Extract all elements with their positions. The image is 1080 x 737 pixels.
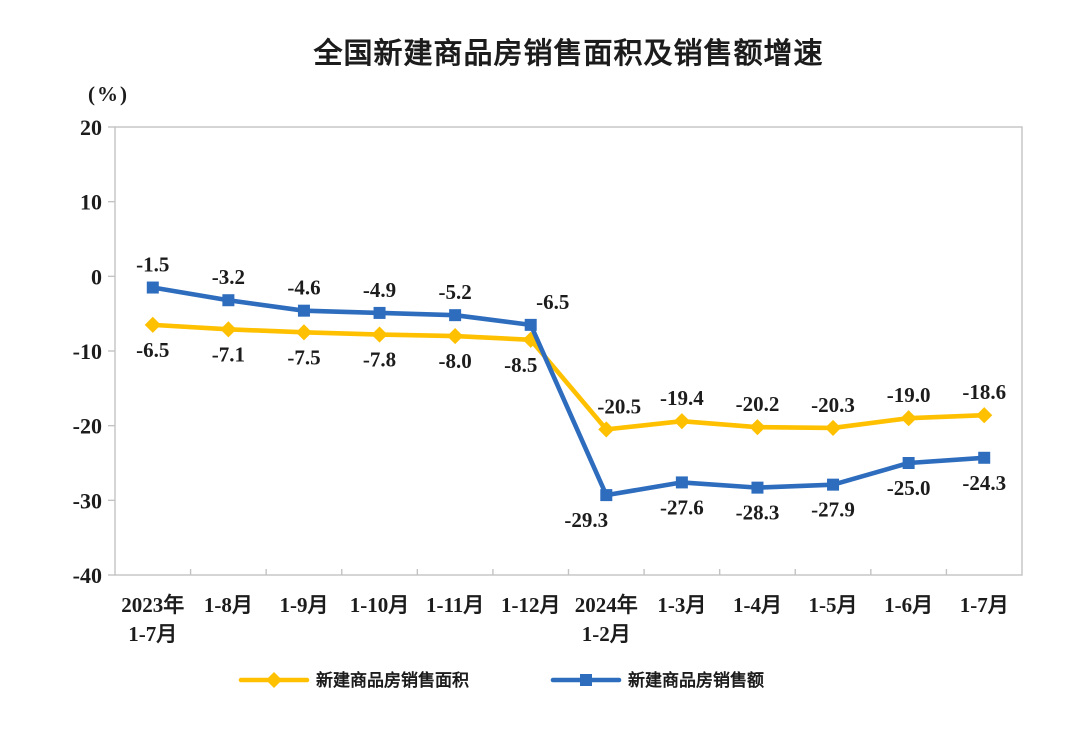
x-category-label: 2023年 1-7月 <box>121 593 184 646</box>
series-line-sales-area <box>150 322 987 432</box>
data-label-sales-area: -19.4 <box>660 386 704 410</box>
x-category-label: 2024年 1-2月 <box>575 593 638 646</box>
marker-square-sales-amount <box>373 306 386 319</box>
marker-square-legend-sales-amount <box>580 674 592 686</box>
marker-diamond-sales-area <box>900 410 917 427</box>
marker-diamond-sales-area <box>749 419 766 436</box>
data-label-sales-amount: -29.3 <box>564 508 608 532</box>
data-label-sales-area: -8.0 <box>439 349 472 373</box>
x-category-label: 1-8月 <box>204 593 253 617</box>
data-label-sales-amount: -6.5 <box>536 290 569 314</box>
y-tick-label: -40 <box>73 563 102 588</box>
marker-diamond-sales-area <box>144 316 161 333</box>
marker-diamond-sales-area <box>371 326 388 343</box>
marker-diamond-sales-area <box>447 328 464 345</box>
marker-diamond-sales-area <box>598 421 615 438</box>
marker-square-sales-amount <box>675 476 688 489</box>
data-label-sales-amount: -25.0 <box>887 476 931 500</box>
y-tick-label: -10 <box>73 339 102 364</box>
marker-square-sales-amount <box>449 309 462 322</box>
data-label-sales-area: -18.6 <box>962 380 1006 404</box>
data-label-sales-amount: -27.9 <box>811 498 855 522</box>
marker-diamond-sales-area <box>220 321 237 338</box>
series-sales-area: -6.5 -7.1 -7.5 -7.8 -8.0 -8.5 -20.5 -19.4 -20.2 -… <box>136 316 1006 438</box>
data-label-sales-amount: -28.3 <box>736 501 780 525</box>
series-line-sales-amount <box>150 285 987 498</box>
marker-diamond-sales-area <box>824 419 842 436</box>
marker-square-sales-amount <box>222 294 235 307</box>
data-label-sales-amount: -27.6 <box>660 495 704 519</box>
x-category-label: 1-6月 <box>884 593 933 617</box>
y-tick-label: 0 <box>91 264 102 289</box>
x-category-label: 1-4月 <box>733 593 782 617</box>
data-label-sales-amount: -4.6 <box>287 276 320 300</box>
data-label-sales-amount: -24.3 <box>962 471 1006 495</box>
data-label-sales-area: -7.1 <box>212 342 245 366</box>
y-tick-label: 10 <box>80 190 102 215</box>
data-label-sales-amount: -4.9 <box>363 278 396 302</box>
x-category-label: 1-5月 <box>809 593 858 617</box>
chart-title: 全国新建商品房销售面积及销售额增速 <box>313 38 824 70</box>
data-label-sales-area: -19.0 <box>887 383 931 407</box>
legend-item-sales-amount: 新建商品房销售额 <box>550 670 764 690</box>
legend-label-sales-area: 新建商品房销售面积 <box>316 670 469 690</box>
x-category-label: 1-12月 <box>501 593 561 617</box>
y-tick-label: -30 <box>73 488 102 513</box>
data-label-sales-area: -20.3 <box>811 393 855 417</box>
legend-item-sales-area: 新建商品房销售面积 <box>238 670 469 690</box>
y-tick-label: -20 <box>73 414 102 439</box>
x-category-label: 1-7月 <box>960 593 1009 617</box>
marker-square-sales-amount <box>600 489 613 502</box>
marker-square-sales-amount <box>978 451 991 464</box>
marker-diamond-legend-sales-area <box>265 671 283 689</box>
marker-diamond-sales-area <box>673 413 690 430</box>
y-tick-label: 20 <box>80 115 102 140</box>
marker-square-sales-amount <box>146 281 159 294</box>
data-label-sales-area: -20.5 <box>597 394 641 418</box>
y-axis-unit-label: (%) <box>88 82 129 106</box>
data-label-sales-area: -7.8 <box>363 348 396 372</box>
data-label-sales-amount: -5.2 <box>439 280 472 304</box>
x-category-label: 1-3月 <box>657 593 706 617</box>
data-label-sales-amount: -3.2 <box>212 265 245 289</box>
series-sales-amount: -1.5 -3.2 -4.6 -4.9 -5.2 -6.5 -29.3 -27.6 -28.3 -… <box>136 253 1006 533</box>
x-category-label: 1-9月 <box>279 593 328 617</box>
marker-square-sales-amount <box>751 481 764 494</box>
x-category-label: 1-10月 <box>350 593 410 617</box>
data-label-sales-area: -7.5 <box>287 345 320 369</box>
data-label-sales-area: -6.5 <box>136 338 169 362</box>
marker-square-sales-amount <box>827 478 840 491</box>
x-category-label: 1-11月 <box>426 593 484 617</box>
marker-diamond-sales-area <box>976 407 993 424</box>
marker-square-sales-amount <box>297 304 310 317</box>
marker-square-sales-amount <box>902 457 915 469</box>
marker-square-sales-amount <box>524 318 537 331</box>
legend-label-sales-amount: 新建商品房销售额 <box>628 670 764 690</box>
data-label-sales-amount: -1.5 <box>136 253 169 277</box>
data-label-sales-area: -8.5 <box>504 353 537 377</box>
data-label-sales-area: -20.2 <box>736 392 780 416</box>
marker-diamond-sales-area <box>295 324 313 341</box>
